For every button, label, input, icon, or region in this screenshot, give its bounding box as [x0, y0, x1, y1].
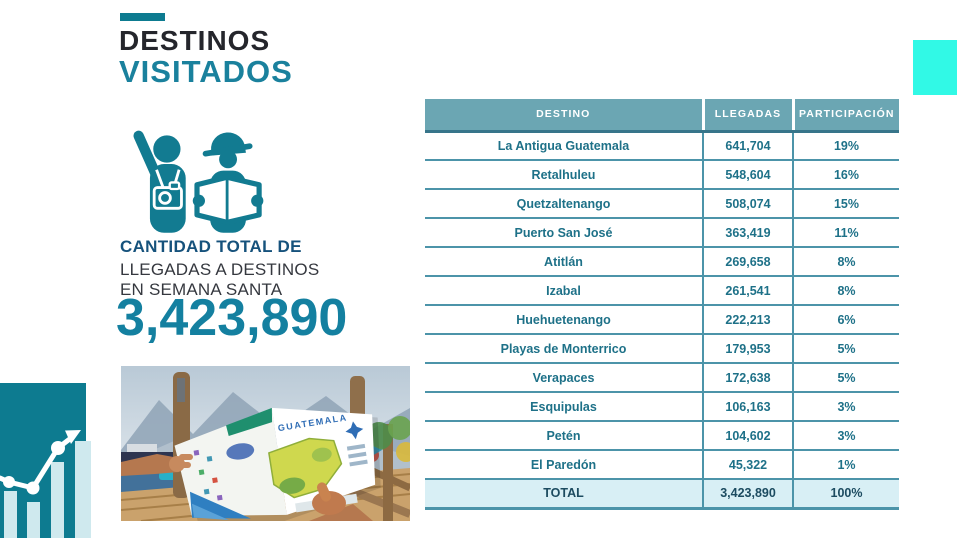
cell-llegadas: 106,163: [702, 392, 794, 422]
map-photo: GUATEMALA: [121, 366, 410, 521]
cell-participacion: 19%: [793, 131, 899, 161]
title-accent-dash: [120, 13, 165, 21]
page-title-line2: VISITADOS: [119, 53, 293, 89]
table-row: Huehuetenango 222,213 6%: [425, 305, 899, 335]
column-header-participacion: PARTICIPACIÓN: [793, 99, 899, 133]
growth-chart-icon: [0, 383, 105, 538]
table-row: Puerto San José 363,419 11%: [425, 218, 899, 248]
cell-llegadas: 363,419: [702, 218, 794, 248]
cell-llegadas: 104,602: [702, 421, 794, 451]
cell-llegadas: 45,322: [702, 450, 794, 480]
table-row: Petén 104,602 3%: [425, 421, 899, 451]
tourists-icon: [117, 128, 277, 234]
total-arrivals-value: 3,423,890: [116, 289, 348, 347]
table-row: Esquipulas 106,163 3%: [425, 392, 899, 422]
page-title: DESTINOS VISITADOS: [119, 25, 293, 89]
table-row: Retalhuleu 548,604 16%: [425, 160, 899, 190]
table-total-row: TOTAL 3,423,890 100%: [425, 479, 899, 510]
table-header-row: DESTINO LLEGADAS PARTICIPACIÓN: [425, 99, 899, 133]
cell-participacion: 3%: [793, 392, 899, 422]
cell-llegadas: 172,638: [702, 363, 794, 393]
total-label: TOTAL: [425, 479, 703, 510]
cell-destino: Esquipulas: [425, 392, 703, 422]
table-row: Atitlán 269,658 8%: [425, 247, 899, 277]
cell-participacion: 11%: [793, 218, 899, 248]
table-row: Verapaces 172,638 5%: [425, 363, 899, 393]
cell-participacion: 1%: [793, 450, 899, 480]
page-title-line1: DESTINOS: [119, 25, 271, 56]
cell-participacion: 5%: [793, 363, 899, 393]
table-row: La Antigua Guatemala 641,704 19%: [425, 131, 899, 161]
cell-participacion: 5%: [793, 334, 899, 364]
cell-destino: Petén: [425, 421, 703, 451]
cell-llegadas: 261,541: [702, 276, 794, 306]
cell-participacion: 8%: [793, 276, 899, 306]
cell-participacion: 8%: [793, 247, 899, 277]
column-header-llegadas: LLEGADAS: [701, 99, 795, 133]
cell-participacion: 6%: [793, 305, 899, 335]
cell-llegadas: 508,074: [702, 189, 794, 219]
total-participacion: 100%: [793, 479, 899, 510]
cell-llegadas: 548,604: [702, 160, 794, 190]
cell-participacion: 16%: [793, 160, 899, 190]
table-row: Izabal 261,541 8%: [425, 276, 899, 306]
cell-llegadas: 269,658: [702, 247, 794, 277]
cell-llegadas: 222,213: [702, 305, 794, 335]
cell-destino: Huehuetenango: [425, 305, 703, 335]
total-llegadas: 3,423,890: [702, 479, 794, 510]
table-row: Quetzaltenango 508,074 15%: [425, 189, 899, 219]
table-row: El Paredón 45,322 1%: [425, 450, 899, 480]
column-header-destino: DESTINO: [425, 99, 703, 133]
cell-participacion: 15%: [793, 189, 899, 219]
cell-destino: Izabal: [425, 276, 703, 306]
summary-subheading-line2: EN SEMANA SANTA: [120, 279, 283, 299]
cell-participacion: 3%: [793, 421, 899, 451]
table-row: Playas de Monterrico 179,953 5%: [425, 334, 899, 364]
cyan-square-accent: [913, 40, 957, 95]
destinations-table: DESTINO LLEGADAS PARTICIPACIÓN La Antigu…: [425, 99, 899, 510]
cell-llegadas: 641,704: [702, 131, 794, 161]
cell-destino: Retalhuleu: [425, 160, 703, 190]
summary-subheading-line1: LLEGADAS A DESTINOS: [120, 260, 320, 279]
cell-destino: Playas de Monterrico: [425, 334, 703, 364]
table-body: La Antigua Guatemala 641,704 19% Retalhu…: [425, 131, 899, 480]
cell-destino: Verapaces: [425, 363, 703, 393]
summary-subheading: LLEGADAS A DESTINOS EN SEMANA SANTA: [120, 260, 319, 299]
cell-destino: La Antigua Guatemala: [425, 131, 703, 161]
cell-destino: Puerto San José: [425, 218, 703, 248]
summary-heading: CANTIDAD TOTAL DE: [120, 237, 302, 256]
cell-llegadas: 179,953: [702, 334, 794, 364]
cell-destino: Atitlán: [425, 247, 703, 277]
cell-destino: Quetzaltenango: [425, 189, 703, 219]
cell-destino: El Paredón: [425, 450, 703, 480]
